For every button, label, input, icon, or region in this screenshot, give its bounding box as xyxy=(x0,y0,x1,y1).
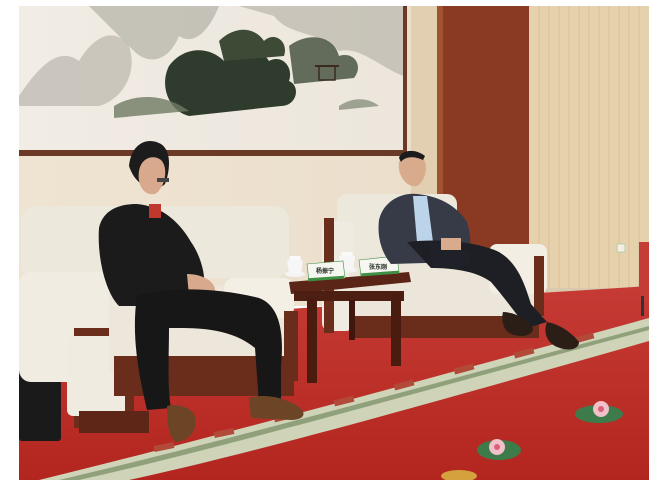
nameplate-right-text: 张东刚 xyxy=(369,263,387,271)
tea-cups xyxy=(285,252,357,277)
person-right xyxy=(378,150,579,350)
carpet-flowers xyxy=(441,401,623,480)
meeting-room-photo: 杨振宁 张东刚 xyxy=(19,6,649,480)
striped-wall xyxy=(529,6,649,291)
landscape-painting xyxy=(19,6,407,156)
red-chair-edge xyxy=(639,242,649,316)
person-left xyxy=(98,140,304,442)
nameplate-left: 杨振宁 xyxy=(306,260,346,282)
side-table xyxy=(289,272,411,383)
wall-outlet xyxy=(616,243,626,253)
nameplate-left-text: 杨振宁 xyxy=(316,267,334,275)
